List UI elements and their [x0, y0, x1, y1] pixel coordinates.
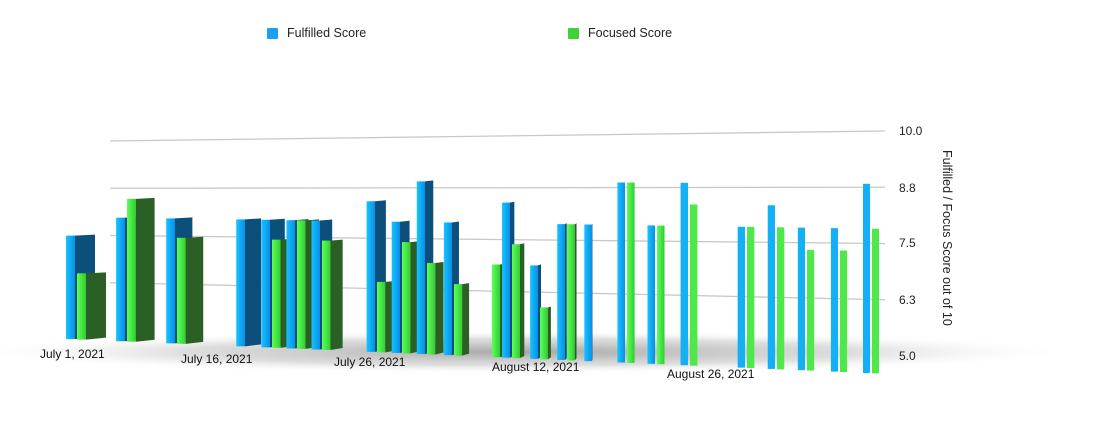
- legend-label-fulfilled: Fulfilled Score: [287, 26, 367, 40]
- x-tick-july-1: July 1, 2021: [40, 347, 105, 361]
- x-tick-august-26: August 26, 2021: [667, 367, 755, 381]
- y-tick-6-3: 6.3: [899, 293, 916, 307]
- y-tick-8-8: 8.8: [899, 181, 916, 195]
- bars: [66, 180, 879, 374]
- chart-legend: Fulfilled Score Focused Score: [0, 26, 1119, 46]
- x-tick-july-26: July 26, 2021: [334, 355, 406, 369]
- legend-label-focused: Focused Score: [588, 26, 673, 40]
- y-tick-10: 10.0: [899, 124, 923, 138]
- y-axis-label: Fulfilled / Focus Score out of 10: [940, 150, 954, 326]
- y-tick-5: 5.0: [899, 349, 916, 363]
- legend-swatch-focused: [568, 27, 579, 39]
- legend-item-focused: Focused Score: [568, 26, 672, 40]
- x-tick-august-12: August 12, 2021: [492, 360, 580, 374]
- y-tick-7-5: 7.5: [899, 236, 916, 250]
- legend-item-fulfilled: Fulfilled Score: [267, 26, 366, 40]
- x-tick-july-16: July 16, 2021: [181, 352, 253, 366]
- legend-swatch-fulfilled: [267, 27, 278, 39]
